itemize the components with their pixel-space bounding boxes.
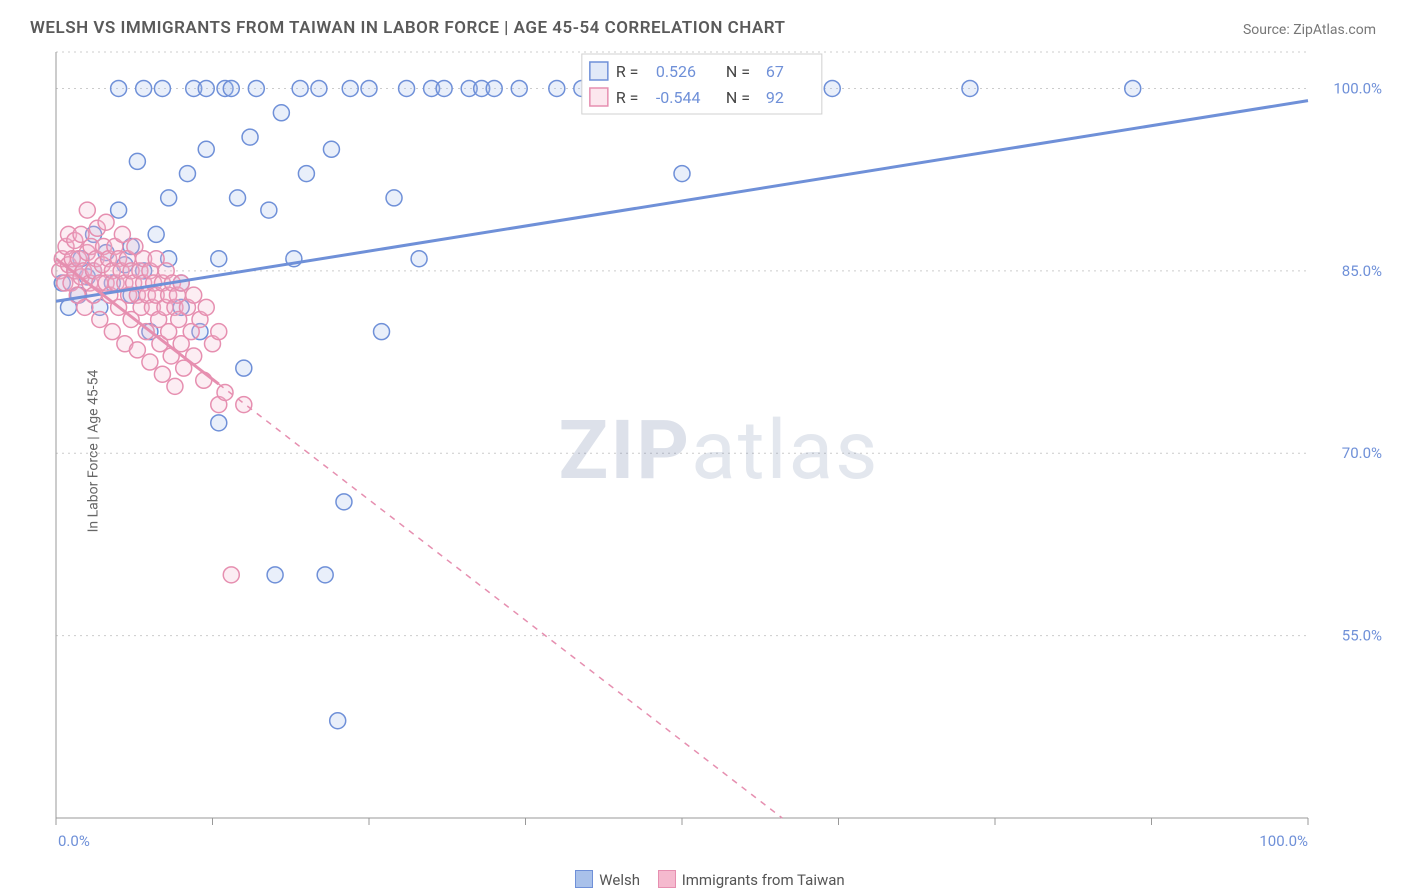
data-point	[549, 80, 565, 96]
data-point	[114, 226, 130, 242]
legend-bottom: Welsh Immigrants from Taiwan	[0, 870, 1406, 889]
source-link[interactable]: ZipAtlas.com	[1293, 22, 1376, 38]
legend-label-taiwan: Immigrants from Taiwan	[682, 871, 845, 889]
data-point	[223, 80, 239, 96]
data-point	[436, 80, 452, 96]
data-point	[79, 202, 95, 218]
data-point	[211, 415, 227, 431]
data-point	[236, 360, 252, 376]
data-point	[161, 190, 177, 206]
y-tick-label: 100.0%	[1333, 79, 1382, 97]
y-tick-label: 70.0%	[1342, 444, 1382, 462]
data-point	[129, 342, 145, 358]
legend-r-value: -0.544	[656, 88, 701, 107]
data-point	[129, 153, 145, 169]
legend-swatch-welsh	[575, 870, 593, 888]
data-point	[167, 378, 183, 394]
data-point	[230, 190, 246, 206]
legend-n-value: 67	[766, 62, 784, 81]
data-point	[486, 80, 502, 96]
data-point	[242, 129, 258, 145]
chart-area: In Labor Force | Age 45-54 ZIPatlas 55.0…	[50, 50, 1388, 852]
x-tick-label: 0.0%	[58, 832, 90, 850]
data-point	[154, 366, 170, 382]
data-point	[273, 105, 289, 121]
legend-swatch	[590, 62, 608, 80]
data-point	[298, 166, 314, 182]
data-point	[198, 141, 214, 157]
y-tick-label: 55.0%	[1342, 627, 1382, 645]
scatter-chart-svg: 55.0% 70.0% 85.0% 100.0% 0.0% 100.0% R = 0.526 N…	[50, 50, 1388, 852]
chart-header: WELSH VS IMMIGRANTS FROM TAIWAN IN LABOR…	[0, 0, 1406, 46]
data-point	[311, 80, 327, 96]
data-point	[111, 202, 127, 218]
legend-n-value: 92	[766, 88, 784, 107]
legend-swatch-taiwan	[658, 870, 676, 888]
data-point	[386, 190, 402, 206]
data-point	[142, 354, 158, 370]
data-point	[198, 299, 214, 315]
data-point	[136, 80, 152, 96]
data-point	[374, 324, 390, 340]
data-point	[1125, 80, 1141, 96]
data-point	[399, 80, 415, 96]
x-tick-label: 100.0%	[1259, 832, 1308, 850]
legend-r-label: R =	[616, 62, 639, 81]
data-point	[342, 80, 358, 96]
data-point	[98, 214, 114, 230]
data-point	[323, 141, 339, 157]
legend-n-label: N =	[726, 88, 750, 107]
data-point	[154, 80, 170, 96]
legend-r-label: R =	[616, 88, 639, 107]
data-point	[223, 567, 239, 583]
data-point	[148, 226, 164, 242]
data-point	[317, 567, 333, 583]
data-point	[198, 80, 214, 96]
legend-r-value: 0.526	[656, 62, 696, 81]
data-point	[248, 80, 264, 96]
data-point	[674, 166, 690, 182]
data-point	[196, 372, 212, 388]
data-point	[211, 324, 227, 340]
data-point	[824, 80, 840, 96]
legend-label-welsh: Welsh	[599, 871, 640, 889]
trend-line-extrapolated	[219, 384, 782, 818]
chart-title: WELSH VS IMMIGRANTS FROM TAIWAN IN LABOR…	[30, 18, 785, 38]
data-point	[111, 80, 127, 96]
data-point	[179, 166, 195, 182]
data-point	[186, 287, 202, 303]
data-point	[411, 251, 427, 267]
data-point	[104, 324, 120, 340]
data-point	[361, 80, 377, 96]
data-point	[211, 251, 227, 267]
legend-swatch	[590, 88, 608, 106]
data-point	[511, 80, 527, 96]
legend-n-label: N =	[726, 62, 750, 81]
data-point	[292, 80, 308, 96]
y-axis-label: In Labor Force | Age 45-54	[85, 370, 101, 533]
data-point	[962, 80, 978, 96]
data-point	[92, 311, 108, 327]
data-point	[267, 567, 283, 583]
y-tick-label: 85.0%	[1342, 262, 1382, 280]
data-point	[261, 202, 277, 218]
data-point	[336, 494, 352, 510]
chart-source: Source: ZipAtlas.com	[1243, 22, 1376, 38]
data-point	[330, 713, 346, 729]
